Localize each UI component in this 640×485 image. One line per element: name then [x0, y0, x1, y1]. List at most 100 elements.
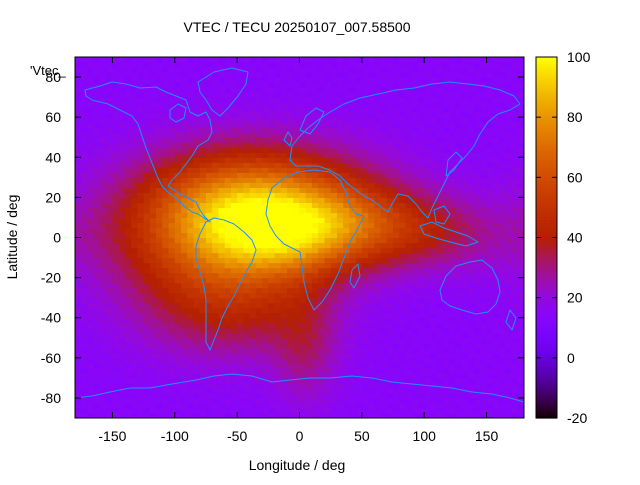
heatmap-cell	[262, 407, 269, 414]
heatmap-cell	[93, 167, 101, 173]
heatmap-cell	[218, 317, 226, 324]
heatmap-cell	[205, 337, 213, 344]
heatmap-cell	[124, 312, 132, 319]
heatmap-cell	[81, 242, 89, 249]
heatmap-cell	[280, 212, 288, 219]
heatmap-cell	[87, 362, 95, 369]
heatmap-cell	[361, 177, 369, 183]
heatmap-cell	[293, 187, 301, 193]
heatmap-cell	[467, 372, 475, 379]
heatmap-cell	[305, 162, 313, 168]
heatmap-cell	[293, 382, 301, 389]
heatmap-cell	[417, 157, 425, 163]
heatmap-cell	[461, 347, 469, 354]
heatmap-cell	[143, 377, 151, 384]
heatmap-cell	[480, 227, 488, 234]
heatmap-cell	[205, 212, 213, 219]
heatmap-cell	[118, 327, 126, 334]
heatmap-cell	[411, 302, 419, 309]
heatmap-cell	[193, 392, 201, 399]
heatmap-cell	[386, 232, 394, 239]
heatmap-cell	[249, 322, 257, 329]
heatmap-cell	[461, 132, 469, 138]
heatmap-cell	[280, 367, 288, 374]
heatmap-cell	[249, 112, 257, 118]
heatmap-cell	[168, 402, 176, 409]
heatmap-cell	[124, 182, 132, 188]
heatmap-cell	[237, 412, 244, 418]
heatmap-cell	[442, 312, 450, 319]
heatmap-cell	[262, 237, 269, 244]
heatmap-cell	[299, 342, 307, 349]
heatmap-cell	[99, 257, 107, 264]
heatmap-cell	[199, 232, 207, 239]
heatmap-cell	[255, 367, 263, 374]
heatmap-cell	[361, 347, 369, 354]
heatmap-cell	[324, 292, 332, 299]
heatmap-cell	[249, 82, 257, 88]
heatmap-cell	[237, 212, 244, 219]
heatmap-cell	[436, 87, 444, 93]
heatmap-cell	[424, 107, 432, 113]
heatmap-cell	[162, 62, 170, 68]
heatmap-cell	[87, 242, 95, 249]
heatmap-cell	[455, 217, 463, 224]
heatmap-cell	[143, 157, 151, 163]
heatmap-cell	[168, 327, 176, 334]
heatmap-cell	[442, 237, 450, 244]
heatmap-cell	[299, 57, 307, 63]
heatmap-cell	[336, 142, 344, 148]
heatmap-cell	[243, 242, 251, 249]
heatmap-cell	[99, 322, 107, 329]
heatmap-cell	[212, 382, 220, 389]
heatmap-cell	[149, 272, 157, 279]
heatmap-cell	[243, 347, 251, 354]
heatmap-cell	[156, 247, 163, 254]
heatmap-cell	[405, 387, 413, 394]
heatmap-cell	[318, 112, 326, 118]
heatmap-cell	[118, 322, 126, 329]
heatmap-cell	[124, 57, 132, 63]
heatmap-cell	[467, 292, 475, 299]
heatmap-cell	[480, 397, 488, 404]
heatmap-cell	[380, 342, 388, 349]
heatmap-cell	[430, 127, 438, 133]
heatmap-cell	[411, 332, 419, 339]
heatmap-cell	[99, 102, 107, 108]
heatmap-cell	[87, 92, 95, 98]
heatmap-cell	[436, 112, 444, 118]
heatmap-cell	[417, 402, 425, 409]
heatmap-cell	[380, 57, 388, 63]
heatmap-cell	[112, 392, 120, 399]
heatmap-cell	[124, 257, 132, 264]
heatmap-cell	[424, 257, 432, 264]
heatmap-cell	[75, 377, 82, 384]
heatmap-cell	[112, 397, 120, 404]
heatmap-cell	[181, 82, 188, 88]
heatmap-cell	[361, 157, 369, 163]
heatmap-cell	[93, 327, 101, 334]
heatmap-cell	[411, 207, 419, 214]
heatmap-cell	[380, 372, 388, 379]
heatmap-cell	[174, 407, 182, 414]
heatmap-cell	[343, 67, 350, 73]
heatmap-cell	[187, 277, 195, 284]
heatmap-cell	[137, 282, 145, 289]
heatmap-cell	[237, 97, 244, 103]
heatmap-cell	[112, 137, 120, 143]
heatmap-cell	[162, 87, 170, 93]
heatmap-cell	[368, 337, 375, 344]
heatmap-cell	[318, 107, 326, 113]
heatmap-cell	[212, 377, 220, 384]
heatmap-cell	[386, 127, 394, 133]
heatmap-cell	[106, 97, 114, 103]
heatmap-cell	[187, 137, 195, 143]
heatmap-cell	[143, 192, 151, 198]
heatmap-cell	[118, 152, 126, 158]
heatmap-cell	[374, 142, 382, 148]
heatmap-cell	[168, 207, 176, 214]
heatmap-cell	[168, 217, 176, 224]
heatmap-cell	[486, 147, 494, 153]
heatmap-cell	[399, 412, 407, 418]
heatmap-cell	[436, 182, 444, 188]
